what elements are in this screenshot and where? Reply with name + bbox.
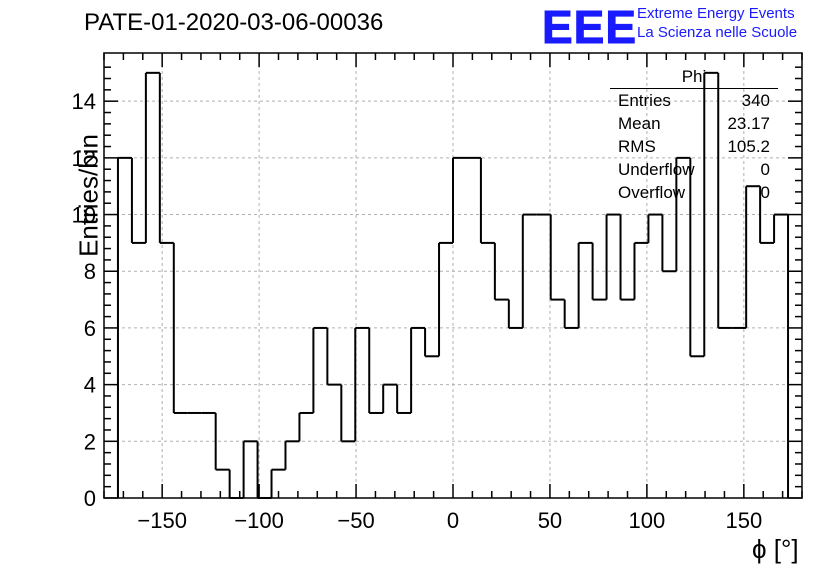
stats-value: 23.17	[727, 114, 770, 133]
stats-row-rms: RMS 105.2	[610, 135, 778, 158]
y-tick-label: 4	[84, 373, 96, 398]
y-tick-label: 10	[72, 203, 96, 228]
logo-line-2: La Scienza nelle Scuole	[637, 24, 798, 41]
x-tick-label: −50	[337, 508, 374, 533]
axis-ticks	[103, 53, 803, 499]
y-axis-label: Entries/bin	[73, 134, 104, 257]
x-tick-label: 100	[629, 508, 666, 533]
y-tick-label: 8	[84, 259, 96, 284]
y-tick-label: 0	[84, 486, 96, 511]
y-tick-label: 12	[72, 146, 96, 171]
page-title: PATE-01-2020-03-06-00036	[84, 9, 384, 36]
stats-title: Phi	[610, 66, 778, 89]
x-tick-label: 50	[538, 508, 562, 533]
stats-label: Overflow	[618, 183, 686, 202]
stats-label: Mean	[618, 114, 661, 133]
x-axis-label: ϕ [°]	[752, 534, 799, 564]
stats-row-mean: Mean 23.17	[610, 112, 778, 135]
stats-value: 0	[760, 160, 770, 179]
x-tick-label: 150	[725, 508, 762, 533]
stats-value: 340	[741, 91, 770, 110]
stats-value: 0	[760, 183, 770, 202]
stats-label: RMS	[618, 137, 656, 156]
logo-line-1: Extreme Energy Events	[637, 5, 795, 22]
stats-row-entries: Entries 340	[610, 89, 778, 112]
stats-box: Phi Entries 340 Mean 23.17 RMS 105.2 Und…	[610, 66, 778, 204]
stats-label: Entries	[618, 91, 671, 110]
stats-row-underflow: Underflow 0	[610, 158, 778, 181]
y-axis-label-wrap: Entries/bin	[6, 112, 104, 257]
tick-labels: −150 −100 −50 0 50 100 150 0 2 4 6 8 10 12 14	[72, 89, 763, 533]
stats-label: Underflow	[618, 160, 695, 179]
stats-value: 105.2	[727, 137, 770, 156]
y-tick-label: 14	[72, 89, 96, 114]
stats-row-overflow: Overflow 0	[610, 181, 778, 204]
eee-logo: EEE	[541, 1, 638, 54]
x-tick-label: −100	[234, 508, 284, 533]
y-tick-label: 2	[84, 429, 96, 454]
y-tick-label: 6	[84, 316, 96, 341]
x-tick-label: 0	[447, 508, 459, 533]
x-tick-label: −150	[137, 508, 187, 533]
